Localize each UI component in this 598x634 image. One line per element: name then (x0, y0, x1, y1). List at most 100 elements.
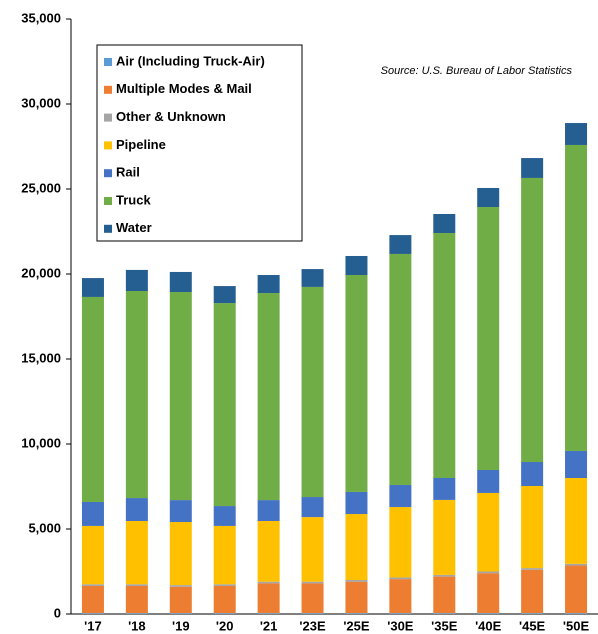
bar-segment (125, 521, 148, 585)
bar-segment (213, 525, 236, 585)
bar-segment (169, 500, 192, 523)
legend-swatch (104, 197, 112, 205)
bar-segment (213, 506, 236, 526)
bar-segment (521, 485, 544, 569)
bar-segment (169, 586, 192, 614)
legend-swatch (104, 224, 112, 233)
bar-segment (301, 497, 324, 518)
bar-segment (433, 499, 456, 575)
bar-segment (565, 563, 588, 566)
bar-segment (345, 514, 368, 580)
x-tick-label: '30E (387, 618, 414, 633)
bar-segment (565, 613, 588, 614)
bar-segment (477, 207, 500, 471)
y-tick-label: 35,000 (21, 10, 61, 25)
bar-segment (125, 584, 148, 586)
bar-segment (345, 581, 368, 614)
bar-segment (389, 613, 412, 614)
legend-swatch (104, 113, 112, 122)
bar-segment (257, 613, 280, 614)
legend-swatch (104, 58, 112, 66)
bar-segment (345, 255, 368, 276)
x-tick-label: '20 (216, 618, 234, 633)
x-tick-label: '25E (343, 618, 370, 633)
legend-box (96, 44, 303, 242)
bar-segment (565, 450, 588, 478)
bar-segment (565, 565, 588, 614)
bar-segment (125, 585, 148, 614)
bar-segment (213, 585, 236, 614)
bar-segment (301, 581, 324, 584)
bar-segment (389, 577, 412, 580)
bar-segment (257, 583, 280, 614)
bar-segment (477, 470, 500, 493)
bar-segment (169, 613, 192, 614)
bar-segment (565, 144, 588, 451)
bar-segment (81, 501, 104, 526)
bar-segment (125, 269, 148, 291)
bar-segment (257, 521, 280, 582)
legend-label: Other & Unknown (116, 109, 226, 124)
x-tick-label: '35E (431, 618, 458, 633)
bar-segment (301, 269, 324, 287)
bar-segment (125, 613, 148, 614)
bar-segment (345, 491, 368, 515)
bar-segment (521, 613, 544, 614)
bar-segment (257, 275, 280, 294)
bar-segment (301, 517, 324, 582)
bar-segment (169, 292, 192, 501)
bar-segment (81, 613, 104, 614)
legend-label: Rail (116, 165, 140, 180)
x-tick-label: '18 (128, 618, 146, 633)
bar-segment (81, 584, 104, 586)
bar-segment (521, 158, 544, 178)
legend-label: Multiple Modes & Mail (116, 81, 252, 96)
bar-segment (389, 579, 412, 614)
bar-segment (389, 507, 412, 578)
bar-segment (301, 583, 324, 614)
bar-segment (389, 253, 412, 485)
bar-segment (257, 293, 280, 501)
bar-segment (125, 498, 148, 522)
y-tick-label: 10,000 (21, 435, 61, 450)
bar-segment (257, 581, 280, 584)
y-tick-label: 5,000 (28, 520, 61, 535)
legend-label: Air (Including Truck-Air) (116, 53, 265, 68)
bar-segment (433, 574, 456, 577)
bar-segment (213, 613, 236, 614)
bar-segment (565, 478, 588, 564)
bar-segment (477, 187, 500, 208)
bar-segment (169, 585, 192, 587)
legend-swatch (104, 85, 112, 94)
bar-segment (81, 585, 104, 614)
legend-label: Truck (116, 192, 151, 207)
bar-segment (389, 484, 412, 508)
bar-segment (521, 177, 544, 463)
bar-segment (389, 235, 412, 254)
bar-segment (81, 296, 104, 502)
bar-segment (169, 271, 192, 293)
y-tick-label: 30,000 (21, 95, 61, 110)
bar-segment (477, 492, 500, 572)
x-tick-label: '40E (475, 618, 502, 633)
bar-segment (81, 525, 104, 585)
bar-segment (301, 613, 324, 614)
x-tick-label: '21 (260, 618, 278, 633)
bar-segment (345, 275, 368, 492)
bar-segment (433, 613, 456, 614)
bar-segment (345, 613, 368, 614)
bar-segment (521, 569, 544, 614)
bar-segment (169, 522, 192, 586)
bar-segment (433, 576, 456, 614)
x-tick-label: '17 (84, 618, 102, 633)
y-tick-label: 25,000 (21, 180, 61, 195)
x-tick-label: '50E (563, 618, 590, 633)
legend-label: Pipeline (116, 137, 166, 152)
bar-segment (81, 278, 104, 297)
bar-segment (521, 462, 544, 486)
bar-segment (433, 233, 456, 478)
source-note: Source: U.S. Bureau of Labor Statistics (381, 65, 573, 77)
bar-segment (477, 613, 500, 614)
x-tick-label: '45E (519, 618, 546, 633)
bar-segment (345, 580, 368, 582)
